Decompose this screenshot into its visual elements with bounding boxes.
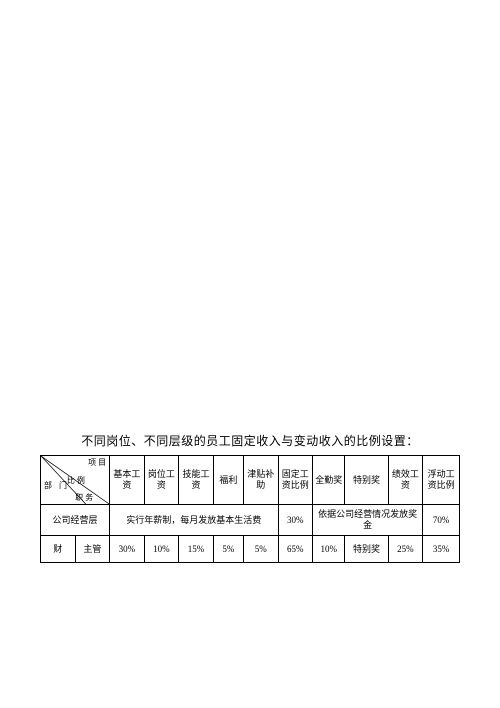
- col-header: 固定工资比例: [278, 456, 313, 505]
- diag-top-label: 项 目: [88, 459, 106, 467]
- finance-row: 财 主管 30% 10% 15% 5% 5% 65% 10% 特别奖 25% 3…: [41, 536, 460, 563]
- management-row: 公司经营层 实行年薪制，每月发放基本生活费 30% 依据公司经营情况发放奖金 7…: [41, 505, 460, 536]
- col-header: 津贴补助: [243, 456, 278, 505]
- mgmt-float-pct: 70%: [423, 505, 460, 536]
- fin-c7: 10%: [313, 536, 345, 563]
- col-header: 基本工资: [110, 456, 145, 505]
- fin-c1: 30%: [110, 536, 145, 563]
- col-header: 浮动工资比例: [423, 456, 460, 505]
- fin-c10: 35%: [423, 536, 460, 563]
- fin-c5: 5%: [243, 536, 278, 563]
- header-row: 项 目 比 例 部 门 职 务 基本工资 岗位工资 技能工资 福利 津贴补助 固…: [41, 456, 460, 505]
- diag-dept-label-1: 部: [44, 482, 52, 490]
- mgmt-fixed-pct: 30%: [278, 505, 313, 536]
- page: 不同岗位、不同层级的员工固定收入与变动收入的比例设置：: [0, 0, 500, 708]
- salary-table: 项 目 比 例 部 门 职 务 基本工资 岗位工资 技能工资 福利 津贴补助 固…: [40, 455, 460, 563]
- mgmt-left-text: 实行年薪制，每月发放基本生活费: [110, 505, 278, 536]
- fin-dept: 财: [41, 536, 76, 563]
- diag-pos-label: 职 务: [75, 494, 93, 502]
- fin-c6: 65%: [278, 536, 313, 563]
- col-header: 岗位工资: [144, 456, 179, 505]
- col-header: 全勤奖: [313, 456, 345, 505]
- diagonal-header: 项 目 比 例 部 门 职 务: [41, 456, 110, 505]
- fin-pos: 主管: [75, 536, 110, 563]
- fin-c2: 10%: [144, 536, 179, 563]
- fin-c4: 5%: [213, 536, 243, 563]
- mgmt-right-text: 依据公司经营情况发放奖金: [313, 505, 423, 536]
- table-region: 不同岗位、不同层级的员工固定收入与变动收入的比例设置：: [40, 432, 460, 563]
- table-title: 不同岗位、不同层级的员工固定收入与变动收入的比例设置：: [40, 432, 460, 449]
- fin-c8: 特别奖: [345, 536, 388, 563]
- col-header: 特别奖: [345, 456, 388, 505]
- fin-c9: 25%: [388, 536, 423, 563]
- col-header: 福利: [213, 456, 243, 505]
- mgmt-label: 公司经营层: [41, 505, 110, 536]
- diag-mid-label: 比 例: [67, 477, 85, 485]
- diag-dept-label-2: 门: [59, 482, 67, 490]
- col-header: 绩效工资: [388, 456, 423, 505]
- fin-c3: 15%: [179, 536, 214, 563]
- col-header: 技能工资: [179, 456, 214, 505]
